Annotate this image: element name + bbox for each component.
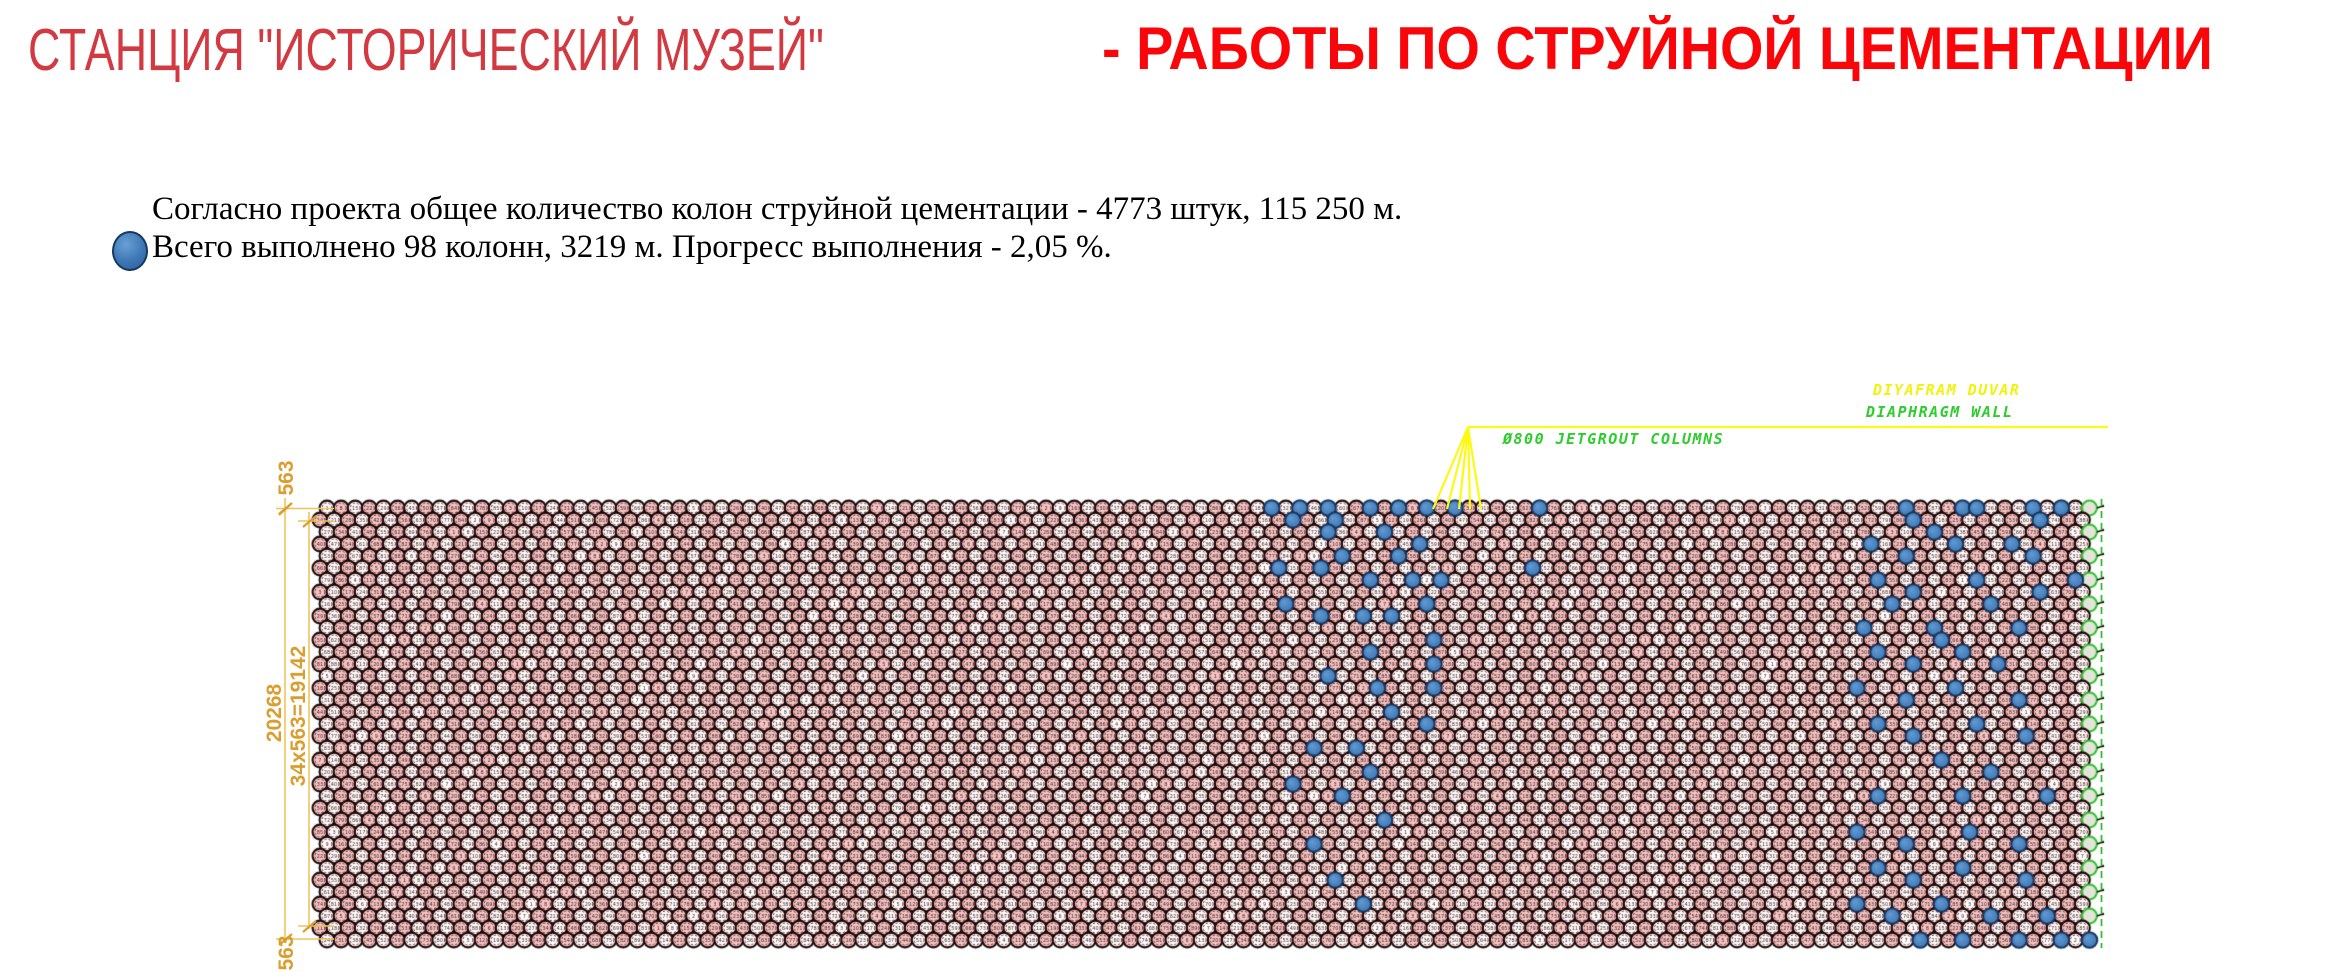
- diyafram-duvar-label: DIYAFRAM DUVAR: [1873, 381, 2021, 399]
- dimension-slash-marks: [278, 502, 317, 946]
- diaphragm-wall-label: DIAPHRAGM WALL: [1866, 403, 2014, 421]
- legend-line-project-total: Согласно проекта общее количество колон …: [152, 191, 1403, 227]
- legend-text-block: Согласно проекта общее количество колон …: [152, 190, 1402, 266]
- dim-label-top-563: 563: [275, 460, 298, 495]
- dim-label-bottom-563: 563: [275, 935, 298, 970]
- legend-line-progress: Всего выполнено 98 колонн, 3219 м. Прогр…: [152, 229, 1112, 265]
- page-title-station: СТАНЦИЯ "ИСТОРИЧЕСКИЙ МУЗЕЙ": [28, 17, 824, 83]
- dim-label-34x563: 34x563=19142: [287, 646, 310, 787]
- jetgrout-columns-label: Ø800 JETGROUT COLUMNS: [1503, 430, 1725, 448]
- dim-label-20268: 20268: [263, 683, 286, 742]
- completed-column-legend-marker: [112, 231, 148, 271]
- page-title-works: - РАБОТЫ ПО СТРУЙНОЙ ЦЕМЕНТАЦИИ: [1102, 15, 2213, 82]
- dimension-lines: [276, 498, 334, 941]
- dimension-labels: 563 20268 34x563=19142 563: [263, 460, 310, 970]
